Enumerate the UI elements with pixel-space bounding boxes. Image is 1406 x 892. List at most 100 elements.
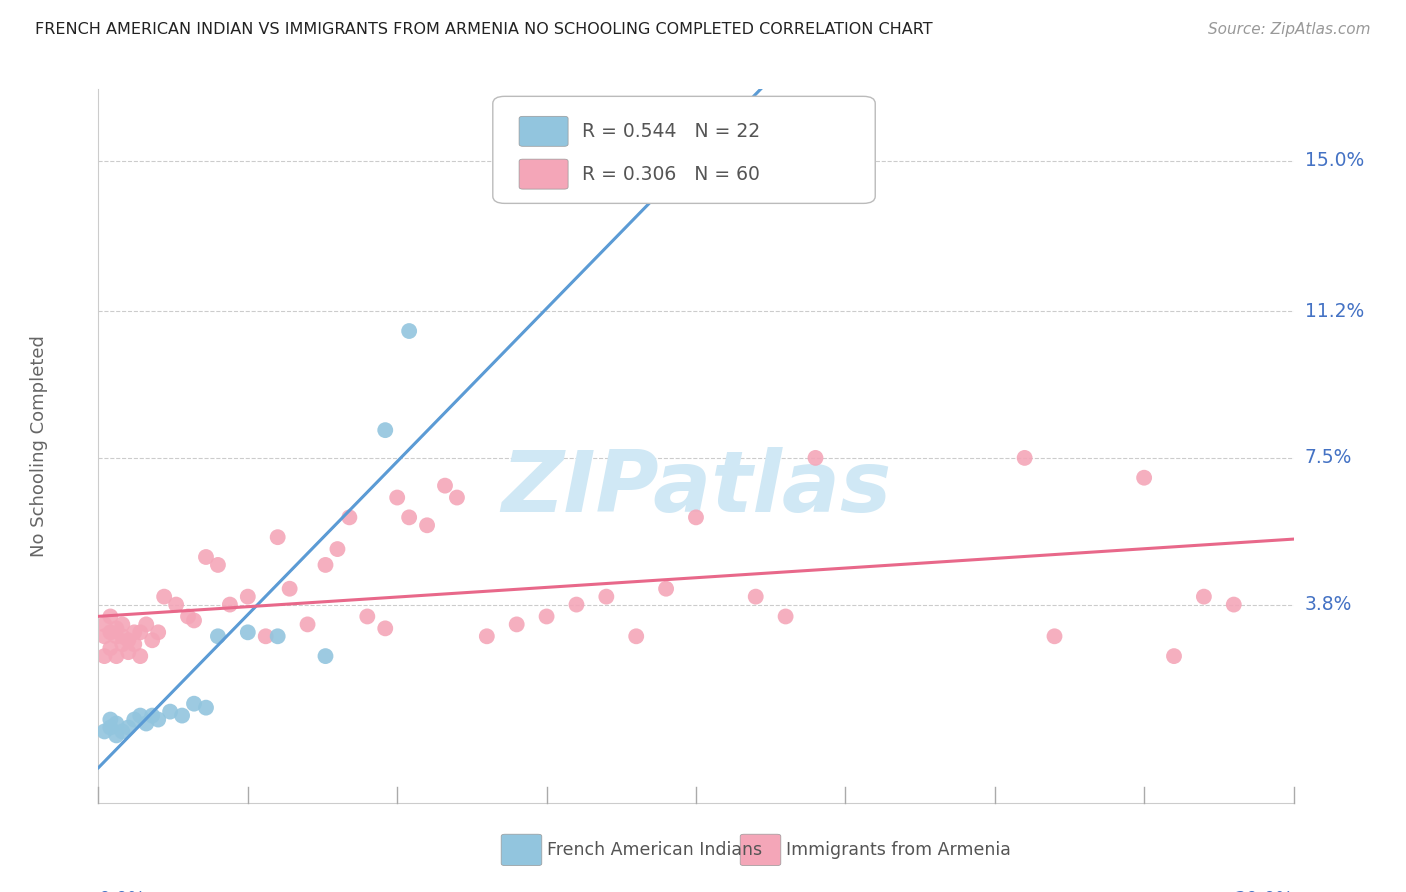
Point: [385, 491, 409, 505]
Point: [685, 510, 707, 524]
Point: [93, 629, 115, 643]
Point: [111, 629, 134, 643]
FancyBboxPatch shape: [494, 96, 875, 203]
Point: [374, 423, 396, 437]
Point: [117, 721, 139, 735]
Point: [159, 705, 181, 719]
FancyBboxPatch shape: [519, 116, 568, 146]
Point: [98, 625, 122, 640]
FancyBboxPatch shape: [740, 834, 780, 865]
Point: [172, 708, 194, 723]
Point: [236, 590, 259, 604]
Point: [655, 582, 678, 596]
Point: [434, 478, 457, 492]
Point: [148, 625, 170, 640]
Point: [111, 724, 134, 739]
Point: [111, 617, 134, 632]
Text: FRENCH AMERICAN INDIAN VS IMMIGRANTS FROM ARMENIA NO SCHOOLING COMPLETED CORRELA: FRENCH AMERICAN INDIAN VS IMMIGRANTS FRO…: [35, 22, 932, 37]
Point: [98, 609, 122, 624]
Point: [135, 617, 157, 632]
Point: [1014, 450, 1036, 465]
Point: [98, 713, 122, 727]
Point: [148, 713, 170, 727]
Point: [398, 324, 420, 338]
Point: [129, 708, 152, 723]
Point: [398, 510, 420, 524]
Point: [98, 721, 122, 735]
Point: [105, 716, 128, 731]
Point: [506, 617, 529, 632]
Point: [446, 491, 468, 505]
Point: [124, 625, 146, 640]
Point: [93, 649, 115, 664]
Point: [105, 649, 128, 664]
Text: R = 0.544   N = 22: R = 0.544 N = 22: [582, 122, 761, 141]
Point: [165, 598, 187, 612]
Point: [117, 633, 139, 648]
Point: [105, 629, 128, 643]
Point: [153, 590, 176, 604]
Point: [219, 598, 242, 612]
Point: [1192, 590, 1215, 604]
Point: [1133, 471, 1156, 485]
Point: [194, 549, 218, 564]
Text: 0.0%: 0.0%: [98, 890, 146, 892]
Point: [267, 629, 290, 643]
Text: 3.8%: 3.8%: [1305, 595, 1353, 614]
Point: [804, 450, 827, 465]
Point: [194, 700, 218, 714]
Point: [1043, 629, 1066, 643]
Point: [141, 708, 163, 723]
Point: [141, 633, 163, 648]
Point: [117, 645, 139, 659]
Point: [278, 582, 301, 596]
Point: [183, 614, 205, 628]
Text: 20.0%: 20.0%: [1234, 890, 1294, 892]
Point: [129, 625, 152, 640]
Point: [326, 542, 349, 557]
Point: [374, 621, 396, 635]
Point: [105, 728, 128, 742]
Text: No Schooling Completed: No Schooling Completed: [30, 335, 48, 557]
Point: [624, 629, 647, 643]
Point: [416, 518, 439, 533]
Text: 7.5%: 7.5%: [1305, 449, 1353, 467]
Text: Immigrants from Armenia: Immigrants from Armenia: [786, 841, 1011, 859]
Point: [315, 558, 337, 572]
Point: [745, 590, 768, 604]
Text: 15.0%: 15.0%: [1305, 151, 1364, 170]
Point: [183, 697, 205, 711]
Text: French American Indians: French American Indians: [547, 841, 762, 859]
Point: [254, 629, 277, 643]
Point: [124, 713, 146, 727]
Point: [297, 617, 319, 632]
Point: [98, 641, 122, 656]
FancyBboxPatch shape: [501, 834, 541, 865]
Point: [135, 716, 157, 731]
Point: [775, 609, 797, 624]
Text: Source: ZipAtlas.com: Source: ZipAtlas.com: [1208, 22, 1371, 37]
Point: [93, 617, 115, 632]
Point: [267, 530, 290, 544]
Point: [177, 609, 200, 624]
Text: 11.2%: 11.2%: [1305, 301, 1364, 321]
Point: [207, 629, 229, 643]
Point: [93, 724, 115, 739]
Point: [1163, 649, 1185, 664]
FancyBboxPatch shape: [519, 159, 568, 189]
Point: [236, 625, 259, 640]
Point: [315, 649, 337, 664]
Point: [475, 629, 498, 643]
Point: [339, 510, 360, 524]
Point: [124, 637, 146, 651]
Text: ZIPatlas: ZIPatlas: [501, 447, 891, 531]
Point: [536, 609, 558, 624]
Point: [111, 637, 134, 651]
Point: [1223, 598, 1246, 612]
Point: [595, 590, 617, 604]
Point: [105, 621, 128, 635]
Point: [129, 649, 152, 664]
Point: [207, 558, 229, 572]
Text: R = 0.306   N = 60: R = 0.306 N = 60: [582, 165, 761, 184]
Point: [356, 609, 378, 624]
